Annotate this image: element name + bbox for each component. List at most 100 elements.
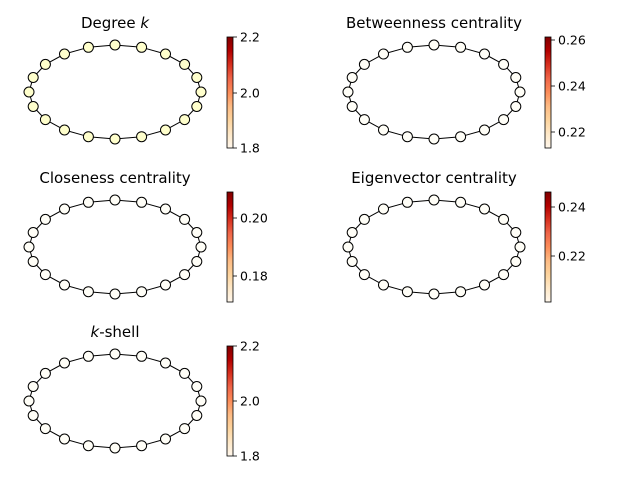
panel-title: Closeness centrality [39,169,190,187]
graph-node [39,114,51,126]
colorbar-tick-label: 2.0 [240,86,260,101]
graph-node [59,279,70,291]
graph-node [358,269,370,281]
graph-node [498,213,510,225]
graph-node [109,39,121,51]
graph-node [191,101,203,112]
graph-node [455,131,467,143]
graph-node [510,72,522,83]
panel-kshell: k-shell 2.2 2.0 1.8 [23,323,260,464]
colorbar-tick-label: 0.24 [558,79,586,94]
graph-node [195,86,207,98]
colorbar-tick-label: 0.24 [558,200,586,215]
graph-node [514,86,526,98]
graph-node [59,124,70,136]
graph-node [39,423,51,435]
graph-node [479,124,490,136]
graph-node [160,124,171,136]
graph-node [109,133,121,145]
graph-node [510,101,522,112]
graph-node [455,286,467,298]
graph-node [498,58,510,70]
graph-node [109,442,121,454]
graph-node [27,410,39,421]
graph-node [455,196,467,208]
graph-node [27,72,39,83]
graph-node [191,381,203,392]
graph-node [82,41,94,53]
graph-node [27,227,39,238]
graph-node [479,279,490,291]
graph-node [378,203,389,215]
panel-title: Betweenness centrality [346,14,522,32]
panel-closeness: Closeness centrality 0.20 0.18 [23,169,268,303]
graph-node [191,72,203,83]
panel-degree: Degree k 2.2 2.0 1.8 [23,14,260,156]
graph-node [179,213,191,225]
graph-node [160,48,171,60]
graph-node [401,41,413,53]
graph-node [342,241,354,253]
colorbar [544,191,552,303]
graph-node [195,395,207,407]
panel-title: k-shell [91,323,140,341]
graph-node [160,203,171,215]
graph-node [136,440,148,452]
graph-node [136,286,148,298]
graph-node [378,279,389,291]
colorbar [226,36,234,149]
graph-node [510,256,522,267]
colorbar-tick-label: 2.0 [240,394,260,409]
graph-node [346,72,358,83]
graph-node [109,348,121,360]
graph-node [179,367,191,379]
graph-node [191,227,203,238]
graph-node [23,86,35,98]
graph-node [342,86,354,98]
graph-node [428,194,440,206]
graph-node [160,357,171,369]
graph-node [59,433,70,445]
graph-node [160,433,171,445]
graph-node [82,131,94,143]
graph-node [195,241,207,253]
graph-node [59,48,70,60]
graph-node [498,114,510,126]
graph-node [27,101,39,112]
colorbar-tick-label: 0.18 [240,269,268,284]
graph-node [23,241,35,253]
graph-node [479,203,490,215]
graph-node [179,58,191,70]
graph-node [136,196,148,208]
graph-node [39,367,51,379]
graph-node [109,288,121,300]
colorbar-tick-label: 0.26 [558,33,586,48]
graph-node [358,213,370,225]
graph-node [82,440,94,452]
graph-node [82,286,94,298]
graph-node [136,350,148,362]
graph-node [428,288,440,300]
graph-node [498,269,510,281]
graph-node [191,256,203,267]
colorbar-tick-label: 1.8 [240,449,260,464]
panel-title: Eigenvector centrality [351,169,517,187]
colorbar-tick-label: 0.22 [558,249,586,264]
graph-node [160,279,171,291]
graph-node [27,381,39,392]
colorbar [226,345,234,457]
graph-node [109,194,121,206]
graph-node [479,48,490,60]
graph-node [39,58,51,70]
graph-node [191,410,203,421]
colorbar [544,36,552,149]
graph-node [346,256,358,267]
graph-node [401,286,413,298]
graph-node [82,196,94,208]
colorbar-tick-label: 2.2 [240,339,260,354]
colorbar-tick-label: 0.22 [558,125,586,140]
graph-node [179,269,191,281]
graph-node [428,133,440,145]
graph-node [510,227,522,238]
